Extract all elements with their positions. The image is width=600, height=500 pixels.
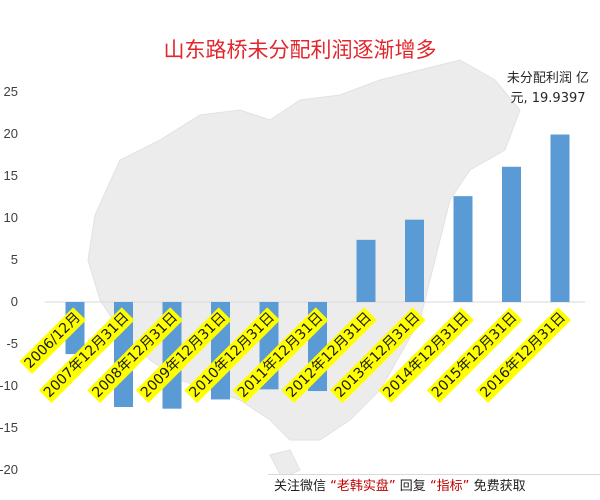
bar [356, 239, 376, 302]
category-label-highlight [329, 307, 426, 404]
footer-prefix: 关注微信 [274, 479, 327, 494]
y-tick-label: -15 [0, 420, 18, 435]
bar [453, 196, 473, 302]
y-tick-label: 15 [4, 168, 18, 183]
y-tick-label: 10 [4, 210, 18, 225]
category-label-highlight [135, 307, 232, 404]
callout-line-2: 元, 19.9397 [510, 91, 585, 106]
bar [550, 134, 570, 302]
y-tick-label: 25 [4, 84, 18, 99]
chart-title: 山东路桥未分配利润逐渐增多 [164, 38, 437, 62]
callout-line-1: 未分配利润 亿 [507, 71, 589, 86]
category-label-highlight [426, 307, 523, 404]
bar [502, 166, 521, 302]
category-label-text: 2015年12月31日 [429, 310, 520, 401]
category-label: 2016年12月31日 [475, 307, 571, 404]
category-label-highlight [87, 307, 183, 404]
category-label-highlight [184, 307, 280, 404]
footer-suffix: 免费获取 [473, 479, 526, 494]
y-tick-label: -5 [6, 336, 18, 351]
category-label-highlight [19, 307, 86, 374]
y-axis-tick-labels: 25 20 15 10 5 0 -5 -10 -15 -20 [0, 84, 18, 477]
footer-middle: 回复 [399, 479, 426, 494]
category-label-highlight [378, 307, 474, 404]
y-tick-label: -20 [0, 462, 18, 477]
bar [405, 219, 424, 302]
y-tick-label: -10 [0, 378, 18, 393]
watermark-footer: 关注微信 “老韩实盘” 回复 “指标” 免费获取 [268, 474, 600, 500]
category-label: 2015年12月31日 [426, 307, 523, 404]
y-tick-label: 0 [11, 294, 18, 309]
footer-brand: “老韩实盘” [330, 479, 396, 494]
category-label-highlight [232, 307, 329, 404]
category-label-highlight [475, 307, 571, 404]
y-tick-label: 5 [11, 252, 18, 267]
category-label-text: 2016年12月31日 [477, 310, 568, 401]
footer-keyword: “指标” [429, 479, 470, 494]
y-tick-label: 20 [4, 126, 18, 141]
category-label-highlight [281, 307, 377, 404]
category-label-highlight [38, 307, 135, 404]
